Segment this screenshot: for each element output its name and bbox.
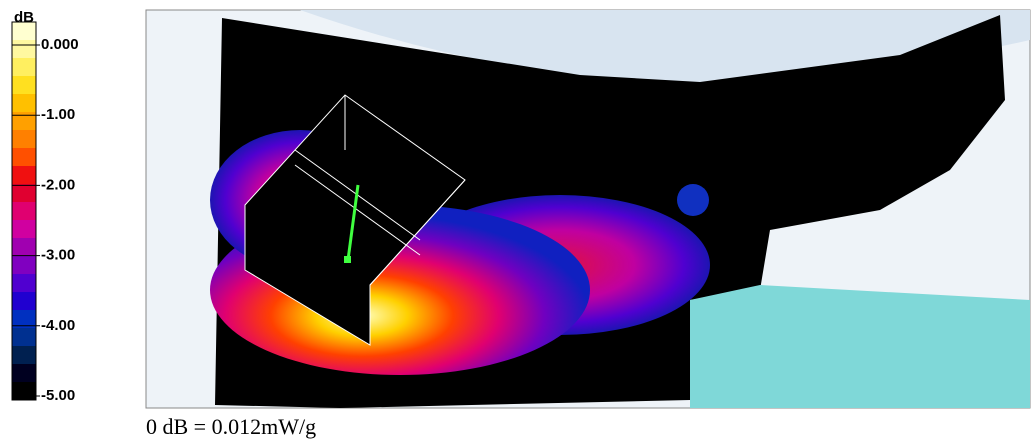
- colorbar-band: [12, 112, 36, 131]
- probe: [346, 184, 360, 261]
- colorbar-band: [12, 166, 36, 185]
- colorbar-band: [12, 148, 36, 167]
- colorbar-tick-label: -4.00: [41, 317, 75, 334]
- colorbar-tick-label: -1.00: [41, 106, 75, 123]
- colorbar-band: [12, 274, 36, 293]
- colorbar-tick-label: -5.00: [41, 387, 75, 404]
- colorbar-band: [12, 58, 36, 77]
- colorbar-band: [12, 238, 36, 257]
- scan-view: [145, 9, 1031, 409]
- colorbar-band: [12, 130, 36, 149]
- caption: 0 dB = 0.012mW/g: [146, 414, 316, 439]
- table-surface: [690, 285, 1030, 408]
- colorbar-tick-label: 0.000: [41, 36, 79, 53]
- colorbar-band: [12, 40, 36, 59]
- colorbar-band: [12, 202, 36, 221]
- colorbar-border: [11, 21, 37, 401]
- probe-tip: [344, 256, 351, 263]
- colorbar-band: [12, 76, 36, 95]
- colorbar-band: [12, 256, 36, 275]
- probe-box: [244, 94, 466, 346]
- field-spot: [677, 184, 709, 216]
- colorbar-tick-label: -3.00: [41, 247, 75, 264]
- colorbar-tick-label: -2.00: [41, 176, 75, 193]
- colorbar-band: [12, 94, 36, 113]
- colorbar-band: [12, 184, 36, 203]
- colorbar-band: [12, 328, 36, 347]
- colorbar-band: [12, 364, 36, 383]
- phantom-shell: [146, 10, 1030, 85]
- colorbar-band: [12, 310, 36, 329]
- colorbar-band: [12, 292, 36, 311]
- colorbar: 0.000 -1.00 -2.00 -3.00 -4.00 -5.00: [11, 21, 79, 404]
- colorbar-band: [12, 220, 36, 239]
- colorbar-band: [12, 346, 36, 365]
- colorbar-band: [12, 382, 36, 401]
- colorbar-band: [12, 22, 36, 41]
